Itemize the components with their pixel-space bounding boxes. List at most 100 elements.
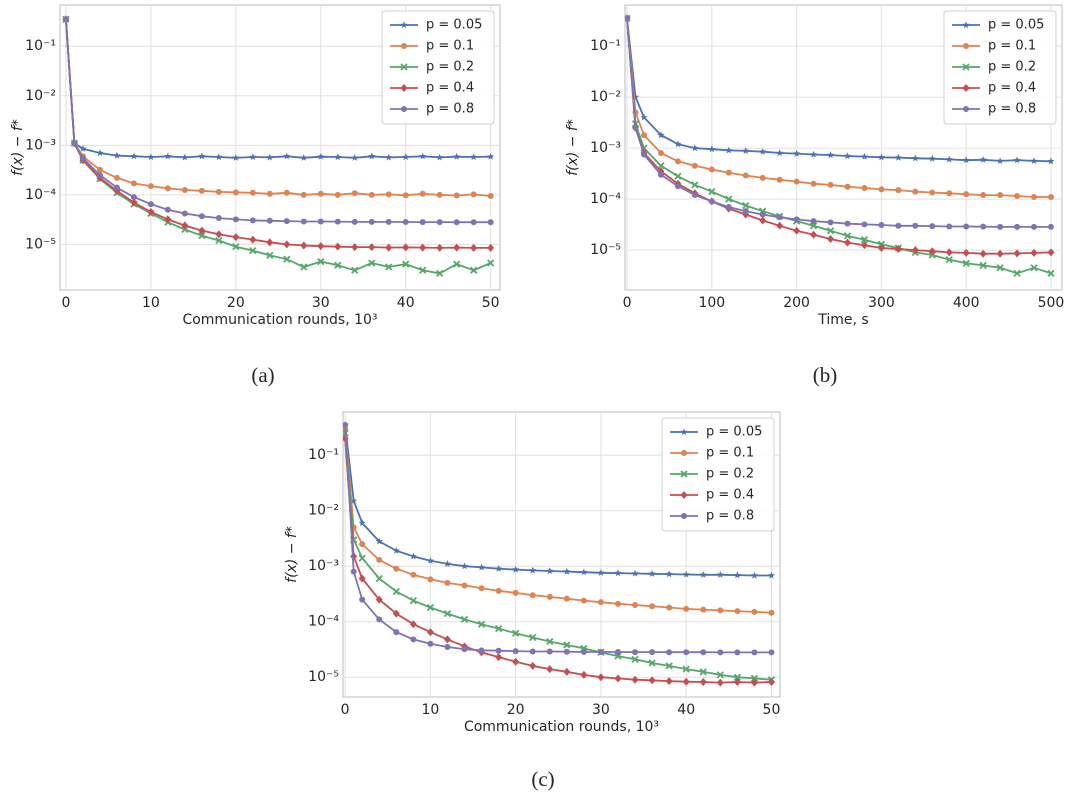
- marker: [470, 243, 478, 252]
- marker: [767, 571, 776, 579]
- marker: [317, 242, 325, 251]
- x-tick-label: 0: [341, 702, 350, 718]
- marker: [359, 596, 366, 603]
- marker: [725, 203, 732, 210]
- marker: [392, 587, 400, 596]
- marker: [751, 608, 758, 615]
- marker: [401, 43, 407, 49]
- marker: [232, 189, 239, 196]
- marker: [427, 576, 434, 583]
- marker: [563, 567, 571, 575]
- marker: [453, 219, 460, 226]
- marker: [453, 192, 460, 199]
- marker: [997, 223, 1004, 230]
- marker: [300, 154, 308, 161]
- marker: [733, 673, 742, 681]
- marker: [426, 603, 435, 612]
- marker: [657, 162, 665, 170]
- x-tick-label: 20: [507, 702, 525, 718]
- marker: [597, 569, 605, 576]
- marker: [810, 180, 817, 187]
- marker: [79, 155, 86, 162]
- marker: [750, 678, 758, 687]
- marker: [249, 217, 256, 224]
- y-tick-label: 10⁻¹: [590, 38, 621, 54]
- plot-lines: [62, 15, 495, 278]
- marker: [657, 131, 665, 139]
- marker: [419, 152, 427, 160]
- marker: [963, 191, 970, 198]
- marker: [1013, 269, 1021, 277]
- marker: [249, 189, 256, 196]
- marker: [691, 181, 699, 189]
- marker: [827, 219, 834, 226]
- marker: [478, 647, 485, 654]
- marker: [375, 595, 383, 604]
- x-tick-label: 400: [953, 295, 980, 311]
- marker: [1030, 264, 1038, 272]
- marker: [962, 84, 970, 92]
- marker: [79, 145, 87, 152]
- marker: [283, 240, 291, 249]
- marker: [691, 144, 699, 152]
- marker: [776, 214, 783, 221]
- marker: [334, 242, 342, 251]
- marker: [648, 659, 656, 667]
- y-tick-label: 10⁻²: [590, 89, 621, 105]
- marker: [1030, 157, 1038, 164]
- x-tick-label: 500: [1038, 295, 1065, 311]
- marker: [750, 571, 758, 579]
- marker: [147, 201, 154, 208]
- marker: [300, 218, 307, 225]
- marker: [351, 243, 359, 252]
- marker: [215, 153, 223, 161]
- marker: [436, 269, 444, 278]
- marker: [945, 255, 953, 264]
- marker: [198, 187, 205, 194]
- marker: [487, 219, 494, 226]
- marker: [631, 675, 639, 684]
- y-tick-label: 10⁻³: [308, 558, 339, 574]
- marker: [477, 620, 486, 628]
- marker: [649, 603, 656, 610]
- legend-label: p = 0.05: [706, 425, 762, 440]
- marker: [767, 677, 775, 686]
- marker: [512, 629, 520, 637]
- marker: [725, 195, 733, 203]
- marker: [1014, 193, 1021, 200]
- marker: [358, 519, 366, 527]
- marker: [809, 222, 818, 230]
- marker: [894, 245, 902, 254]
- legend-label: p = 0.1: [988, 39, 1036, 54]
- marker: [215, 230, 223, 239]
- x-tick-label: 50: [482, 295, 500, 311]
- marker: [444, 579, 451, 586]
- marker: [674, 183, 681, 190]
- marker: [130, 194, 137, 201]
- marker: [759, 174, 766, 181]
- marker: [512, 589, 519, 596]
- marker: [682, 677, 690, 686]
- marker: [215, 188, 222, 195]
- marker: [232, 233, 240, 242]
- marker: [368, 152, 376, 160]
- marker: [861, 185, 868, 192]
- marker: [546, 648, 553, 655]
- marker: [648, 570, 656, 577]
- marker: [1031, 193, 1038, 200]
- marker: [283, 218, 290, 225]
- marker: [716, 678, 724, 687]
- marker: [946, 223, 953, 230]
- marker: [680, 491, 688, 499]
- marker: [410, 636, 417, 643]
- marker: [640, 151, 647, 158]
- marker: [666, 604, 673, 611]
- marker: [385, 263, 393, 271]
- marker: [113, 151, 121, 159]
- marker: [215, 236, 223, 245]
- marker: [350, 568, 357, 575]
- y-axis-label: f(x) − f*: [284, 526, 300, 583]
- marker: [717, 649, 724, 656]
- marker: [351, 266, 359, 274]
- marker: [776, 176, 783, 183]
